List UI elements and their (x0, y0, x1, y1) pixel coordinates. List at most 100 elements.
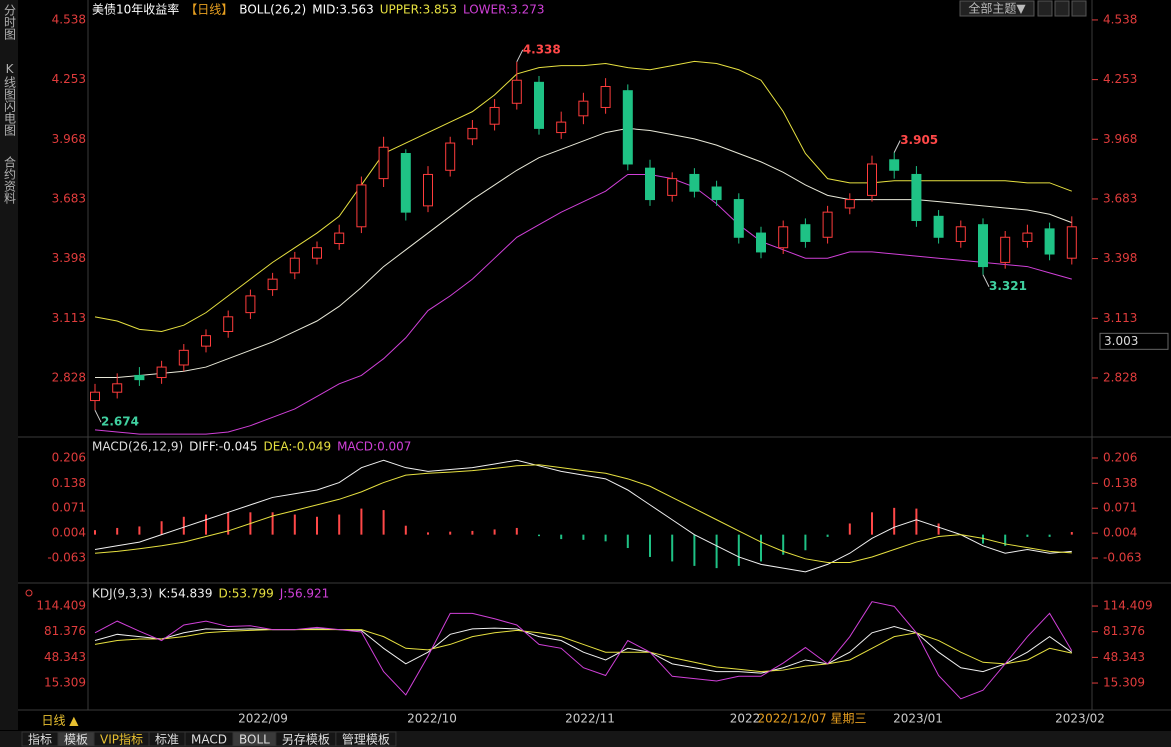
y-tick-label: 114.409 (1103, 599, 1153, 613)
macd-bar (1026, 534, 1029, 537)
macd-bar (1048, 534, 1051, 537)
macd-bar (804, 534, 807, 551)
macd-bar (293, 514, 296, 535)
macd-bar (427, 532, 429, 535)
tab-label[interactable]: 模板 (64, 733, 88, 747)
candle-body (356, 184, 367, 228)
candle-body (534, 81, 544, 129)
y-tick-label: 3.683 (52, 191, 86, 205)
candle-body (289, 257, 300, 274)
candle-body (978, 224, 988, 268)
candle-body (933, 215, 944, 238)
macd-bar (737, 534, 740, 566)
annotation: 3.321 (989, 279, 1027, 293)
sidebar-tab[interactable]: 分时图 (3, 4, 17, 40)
candle-body (334, 232, 345, 245)
candle-body (423, 173, 433, 207)
candle-body (867, 163, 877, 196)
candle-body (156, 366, 167, 379)
macd-bar (649, 534, 651, 557)
icon-button[interactable] (1037, 0, 1053, 17)
candle-body (1022, 232, 1033, 242)
y-tick-label: 3.113 (52, 311, 86, 325)
macd-bar (382, 510, 385, 535)
macd-bar (116, 527, 119, 535)
annotation-leader (516, 49, 524, 63)
x-axis-label: 2022/11 (565, 712, 615, 726)
candle-body (733, 199, 744, 238)
candle-body (578, 100, 589, 117)
macd-bar (671, 534, 674, 562)
x-axis-label: 2022 (730, 712, 761, 726)
tab-label[interactable]: 另存模板 (282, 733, 330, 747)
legend-text: J:56.921 (279, 587, 330, 601)
macd-bar (782, 534, 785, 555)
y-tick-label: 15.309 (1103, 676, 1145, 690)
y-tick-label: 81.376 (44, 624, 86, 638)
macd-bar (715, 534, 718, 569)
legend-text: UPPER:3.853 (380, 3, 457, 17)
tab-label[interactable]: BOLL (239, 733, 270, 747)
candle-body (90, 391, 100, 402)
indicator-line (94, 173, 1072, 435)
candle-body (955, 226, 966, 242)
legend-text: KDJ(9,3,3) (92, 587, 153, 601)
y-tick-label: 4.538 (1103, 12, 1137, 26)
candle-body (756, 232, 766, 253)
cursor-price: 3.003 (1104, 334, 1138, 348)
candle-body (511, 79, 522, 104)
y-tick-label: 3.968 (1103, 132, 1137, 146)
legend-text: D:53.799 (218, 587, 273, 601)
y-tick-label: 0.138 (1103, 476, 1137, 490)
tab-label[interactable]: 管理模板 (342, 732, 390, 747)
candle-body (844, 199, 855, 209)
macd-bar (871, 512, 873, 535)
candle-body (645, 167, 655, 201)
macd-bar (493, 529, 496, 535)
macd-bar (94, 530, 96, 535)
macd-bar (915, 508, 918, 535)
tab-label[interactable]: MACD (191, 733, 227, 747)
kdj-icon (25, 589, 33, 597)
annotation-leader (982, 274, 990, 287)
candle-body (1044, 228, 1055, 255)
theme-button[interactable] (959, 0, 1035, 17)
y-tick-label: 0.138 (52, 476, 86, 490)
tab-label[interactable]: VIP指标 (100, 732, 143, 747)
annotation: 3.905 (900, 133, 938, 147)
period-button[interactable]: 日线 ▲ (41, 714, 79, 728)
legend-text: MACD:0.007 (337, 440, 411, 454)
candle-body (800, 224, 811, 242)
sidebar-tab[interactable]: 合约资料 (3, 155, 17, 204)
x-axis-label: 2023/02 (1055, 712, 1105, 726)
candle-body (112, 383, 123, 393)
annotation: 2.674 (101, 415, 139, 429)
macd-bar (182, 516, 185, 535)
y-tick-label: 114.409 (36, 599, 86, 613)
macd-bar (205, 514, 207, 535)
y-tick-label: 48.343 (1103, 650, 1145, 664)
sidebar-tab[interactable]: K线图 (3, 62, 17, 100)
tab[interactable] (335, 731, 397, 747)
theme-button-label[interactable]: 全部主题▼ (968, 1, 1026, 16)
legend-text: K:54.839 (159, 587, 213, 601)
macd-bar (404, 525, 407, 535)
indicator-line (94, 459, 1072, 573)
icon-button[interactable] (1054, 0, 1070, 17)
macd-bar (227, 512, 230, 535)
tab-label[interactable]: 指标 (28, 732, 52, 747)
sidebar-tab[interactable]: 闪电图 (3, 100, 17, 136)
y-tick-label: 15.309 (44, 676, 86, 690)
candle-body (600, 86, 611, 108)
tab-label[interactable]: 标准 (155, 733, 179, 747)
candle-body (689, 173, 700, 192)
icon-button[interactable] (1071, 0, 1087, 17)
indicator-line (94, 60, 1072, 332)
x-axis-label: 2022/09 (238, 712, 288, 726)
macd-bar (316, 516, 318, 535)
candle-body (245, 295, 256, 314)
y-tick-label: 0.206 (1103, 450, 1137, 464)
candle-body (378, 146, 389, 180)
legend-text: MACD(26,12,9) (92, 440, 183, 454)
